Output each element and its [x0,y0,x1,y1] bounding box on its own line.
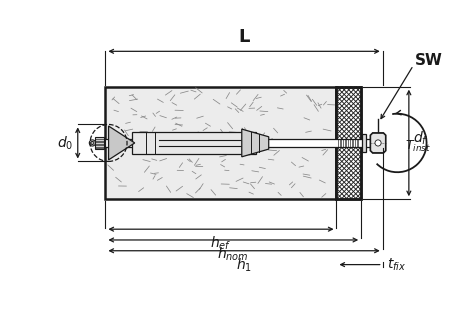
Text: $h_{ef}$: $h_{ef}$ [210,235,231,252]
Polygon shape [241,129,268,157]
Bar [361,134,365,152]
Bar [105,139,382,147]
Circle shape [374,140,380,146]
Polygon shape [109,126,134,160]
Circle shape [89,140,95,146]
Text: $d_f$: $d_f$ [413,130,428,147]
Text: L: L [238,28,249,46]
Text: $h_1$: $h_1$ [236,256,252,274]
Bar [131,132,255,154]
Circle shape [90,141,94,145]
Text: SW: SW [414,53,442,68]
Polygon shape [369,133,385,153]
Bar [95,137,104,149]
Bar [105,87,336,199]
Text: $t_{fix}$: $t_{fix}$ [386,256,405,273]
Bar [336,87,360,199]
Text: $T_{inst}$: $T_{inst}$ [404,139,430,154]
Bar [336,87,360,199]
Text: $h_{nom}$: $h_{nom}$ [217,245,248,263]
Text: $d_0$: $d_0$ [57,134,73,152]
